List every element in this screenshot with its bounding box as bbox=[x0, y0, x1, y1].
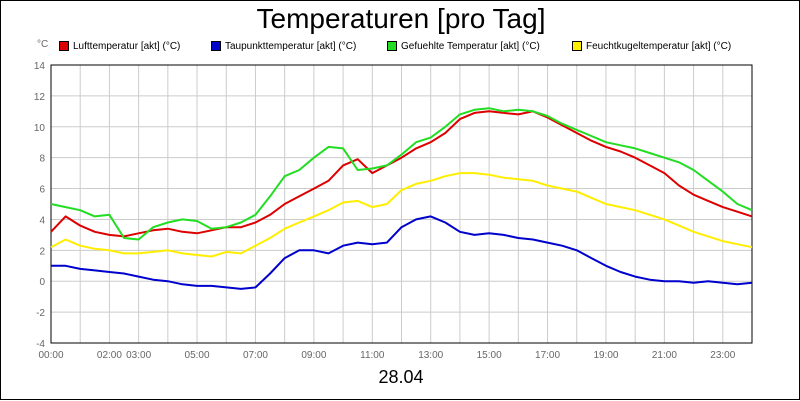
x-tick-label: 17:00 bbox=[535, 350, 560, 361]
legend-swatch-feuchtkugeltemperatur bbox=[572, 41, 582, 51]
y-tick-label: 2 bbox=[39, 246, 45, 257]
x-tick-label: 02:00 bbox=[97, 350, 122, 361]
y-tick-label: 14 bbox=[34, 61, 46, 72]
legend-label-feuchtkugeltemperatur: Feuchtkugeltemperatur [akt] (°C) bbox=[586, 40, 732, 52]
x-tick-label: 07:00 bbox=[243, 350, 268, 361]
x-tick-label: 09:00 bbox=[301, 350, 326, 361]
series-line-2 bbox=[50, 107, 753, 241]
date-label: 28.04 bbox=[378, 367, 424, 387]
x-tick-label: 00:00 bbox=[38, 350, 63, 361]
series-line-1 bbox=[51, 215, 753, 290]
x-tick-label: 19:00 bbox=[593, 350, 618, 361]
legend-item-feuchtkugeltemperatur: Feuchtkugeltemperatur [akt] (°C) bbox=[572, 39, 731, 53]
x-tick-label: 03:00 bbox=[126, 350, 151, 361]
x-tick-label: 13:00 bbox=[418, 350, 443, 361]
legend-item-taupunkttemperatur: Taupunkttemperatur [akt] (°C) bbox=[211, 39, 356, 53]
x-tick-label: 21:00 bbox=[652, 350, 677, 361]
series-line-3 bbox=[50, 172, 753, 258]
x-tick-label: 23:00 bbox=[710, 350, 735, 361]
legend-label-taupunkttemperatur: Taupunkttemperatur [akt] (°C) bbox=[225, 40, 357, 52]
series-line-0 bbox=[50, 110, 753, 238]
y-tick-label: 0 bbox=[39, 277, 45, 288]
legend-label-gefuehlte-temperatur: Gefuehlte Temperatur [akt] (°C) bbox=[401, 40, 540, 52]
y-tick-label: 12 bbox=[34, 92, 46, 103]
y-tick-label: 10 bbox=[34, 123, 46, 134]
x-tick-label: 15:00 bbox=[477, 350, 502, 361]
legend-swatch-taupunkttemperatur bbox=[211, 41, 221, 51]
y-tick-label: 8 bbox=[39, 154, 45, 165]
legend-item-lufttemperatur: Lufttemperatur [akt] (°C) bbox=[59, 39, 180, 53]
legend-swatch-lufttemperatur bbox=[59, 41, 69, 51]
legend-label-lufttemperatur: Lufttemperatur [akt] (°C) bbox=[73, 40, 181, 52]
y-tick-label: 4 bbox=[39, 215, 45, 226]
chart-title: Temperaturen [pro Tag] bbox=[256, 3, 546, 34]
legend-item-gefuehlte-temperatur: Gefuehlte Temperatur [akt] (°C) bbox=[387, 39, 540, 53]
x-tick-label: 05:00 bbox=[185, 350, 210, 361]
y-unit-label: °C bbox=[37, 39, 49, 50]
legend-swatch-gefuehlte-temperatur bbox=[387, 41, 397, 51]
y-tick-label: 6 bbox=[39, 185, 45, 196]
y-tick-label: -2 bbox=[36, 308, 45, 319]
y-tick-label: -4 bbox=[36, 339, 45, 350]
x-tick-label: 11:00 bbox=[360, 350, 385, 361]
